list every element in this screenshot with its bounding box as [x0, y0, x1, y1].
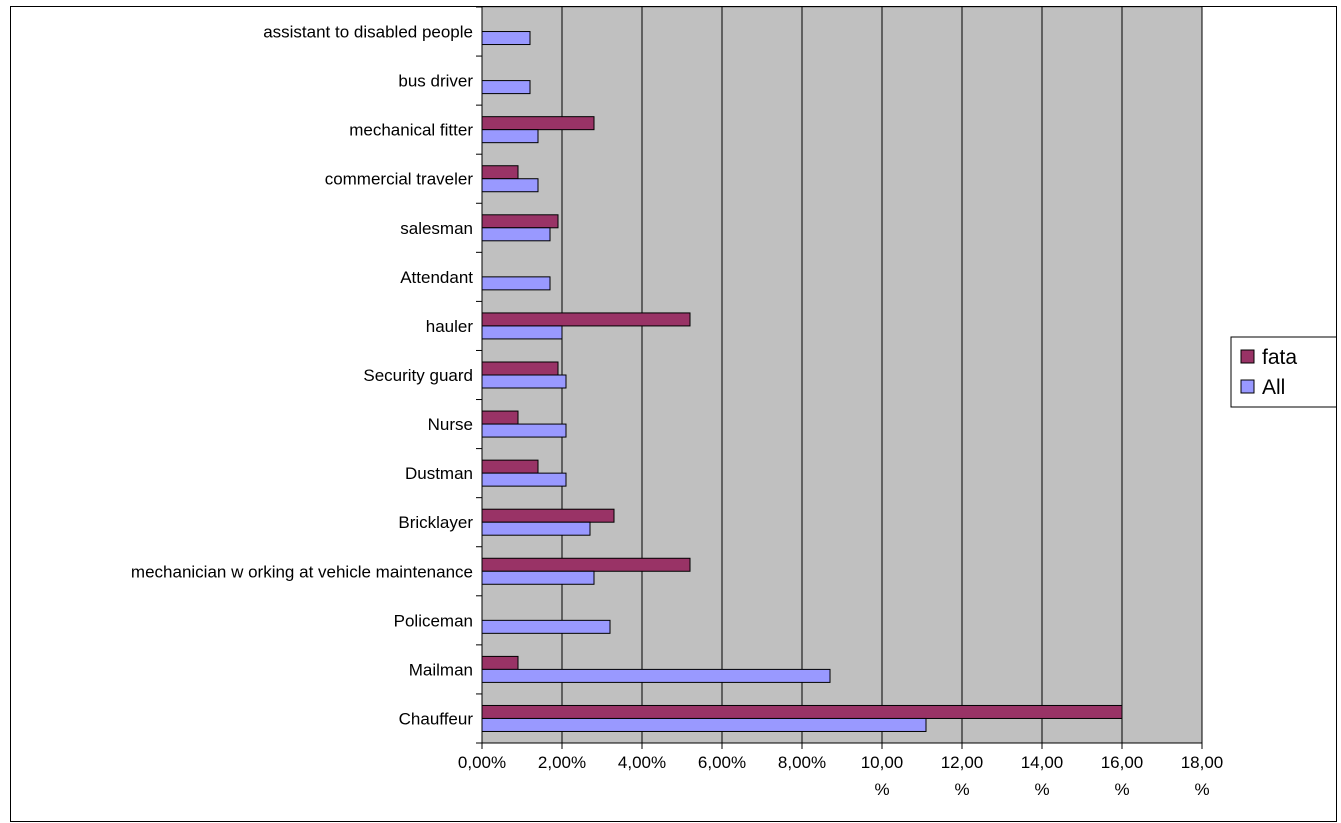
- category-label: Security guard: [363, 366, 473, 385]
- legend-box: [1230, 336, 1336, 408]
- bar-fata: [481, 508, 615, 523]
- x-tick-labels: 0,00% 2,00% 4,00% 6,00% 8,00% 10,00 % 12,00 % 14,…: [458, 753, 1223, 799]
- bar-fata: [481, 361, 559, 376]
- category-label: assistant to disabled people: [263, 23, 473, 42]
- category-label: bus driver: [398, 72, 473, 91]
- x-tick-label: 12,00%: [941, 753, 984, 799]
- bar-fata: [481, 655, 519, 670]
- x-tick-label: 10,00%: [861, 753, 904, 799]
- bar-fata: [481, 704, 1123, 719]
- x-tick-label: 4,00%: [618, 753, 666, 772]
- x-tick-label: 14,00%: [1021, 753, 1064, 799]
- bar-fata: [481, 459, 539, 474]
- bar-all: [481, 31, 531, 46]
- bar-fata: [481, 116, 595, 131]
- x-tick-label: 18,00%: [1181, 753, 1224, 799]
- bar-fata: [481, 557, 691, 572]
- bar-all: [481, 521, 591, 536]
- legend-swatch-all: [1240, 379, 1255, 394]
- category-label: hauler: [426, 317, 474, 336]
- category-label: Mailman: [409, 660, 473, 679]
- bar-all: [481, 325, 563, 340]
- x-tick-label: 0,00%: [458, 753, 506, 772]
- bar-all: [481, 717, 927, 732]
- bar-all: [481, 178, 539, 193]
- bar-all: [481, 423, 567, 438]
- category-label: Attendant: [400, 268, 473, 287]
- bar-all: [481, 619, 611, 634]
- legend-label-fata: fata: [1262, 346, 1297, 369]
- bar-all: [481, 668, 831, 683]
- bar-all: [481, 129, 539, 144]
- category-label: mechanical fitter: [349, 121, 473, 140]
- category-label: salesman: [400, 219, 473, 238]
- category-label: Policeman: [394, 611, 473, 630]
- category-label: Chauffeur: [399, 709, 474, 728]
- bar-all: [481, 80, 531, 95]
- legend-swatch-fata: [1240, 349, 1255, 364]
- legend: fata All: [1230, 336, 1336, 408]
- bar-fata: [481, 312, 691, 327]
- bar-all: [481, 374, 567, 389]
- y-axis-ticks: [476, 7, 482, 744]
- bars: [481, 31, 1123, 732]
- bar-all: [481, 276, 551, 291]
- chart-frame: assistant to disabled people bus driver me…: [10, 6, 1337, 822]
- legend-label-all: All: [1262, 376, 1285, 399]
- category-label: Bricklayer: [398, 513, 473, 532]
- x-axis-ticks: [481, 743, 1203, 749]
- category-label: commercial traveler: [325, 170, 474, 189]
- category-label: mechanician w orking at vehicle maintena…: [131, 562, 473, 581]
- category-labels: assistant to disabled people bus driver me…: [131, 23, 473, 729]
- category-label: Nurse: [428, 415, 473, 434]
- x-tick-label: 8,00%: [778, 753, 826, 772]
- bar-fata: [481, 214, 559, 229]
- x-tick-label: 16,00%: [1101, 753, 1144, 799]
- bar-all: [481, 570, 595, 585]
- x-tick-label: 2,00%: [538, 753, 586, 772]
- category-label: Dustman: [405, 464, 473, 483]
- bar-all: [481, 227, 551, 242]
- bar-all: [481, 472, 567, 487]
- x-tick-label: 6,00%: [698, 753, 746, 772]
- bar-fata: [481, 410, 519, 425]
- bar-fata: [481, 165, 519, 180]
- bar-chart: assistant to disabled people bus driver me…: [131, 7, 1336, 799]
